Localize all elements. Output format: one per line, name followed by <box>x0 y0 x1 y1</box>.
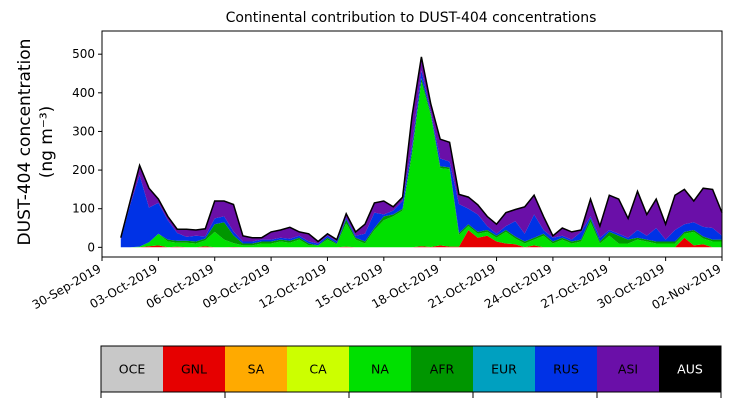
area-na <box>120 82 723 248</box>
legend-frame <box>100 345 722 393</box>
y-tick-label: 100 <box>72 202 95 216</box>
y-tick-label: 0 <box>87 240 95 254</box>
legend-swatch-oce <box>101 346 163 392</box>
y-axis: 0 100 200 300 400 500 <box>72 47 102 254</box>
legend-label: EUR <box>491 362 517 377</box>
stacked-areas <box>120 56 723 248</box>
legend-swatch-sa <box>225 346 287 392</box>
legend-label: AFR <box>430 362 455 377</box>
legend-swatch-asi <box>597 346 659 392</box>
legend-swatch-eur <box>473 346 535 392</box>
legend-label: ASI <box>618 362 638 377</box>
legend-swatch-ca <box>287 346 349 392</box>
legend-label: SA <box>248 362 265 377</box>
y-tick-label: 500 <box>72 47 95 61</box>
y-tick-label: 200 <box>72 163 95 177</box>
total-line <box>120 56 723 243</box>
legend-swatch-rus <box>535 346 597 392</box>
chart-title: Continental contribution to DUST-404 con… <box>226 10 597 26</box>
legend-swatch-aus <box>659 346 721 392</box>
y-tick-label: 400 <box>72 86 95 100</box>
legend-swatch-afr <box>411 346 473 392</box>
legend-colorbar: OCE GNL SA CA NA AFR EUR RUS ASI AUS <box>100 345 722 398</box>
legend-label: CA <box>309 362 327 377</box>
y-axis-label: DUST-404 concentration <box>15 39 35 246</box>
legend-label: NA <box>371 362 389 377</box>
legend-swatch-na <box>349 346 411 392</box>
plot-frame <box>101 30 723 258</box>
x-axis: 30-Sep-201903-Oct-201906-Oct-201909-Oct-… <box>30 257 724 312</box>
legend-label: GNL <box>181 362 207 377</box>
legend-swatch-gnl <box>163 346 225 392</box>
y-tick-label: 300 <box>72 124 95 138</box>
y-axis-unit: (ng m⁻³) <box>37 106 57 179</box>
legend-label: AUS <box>677 362 703 377</box>
legend-label: OCE <box>119 362 146 377</box>
legend-label: RUS <box>553 362 579 377</box>
area-asi <box>120 56 723 244</box>
